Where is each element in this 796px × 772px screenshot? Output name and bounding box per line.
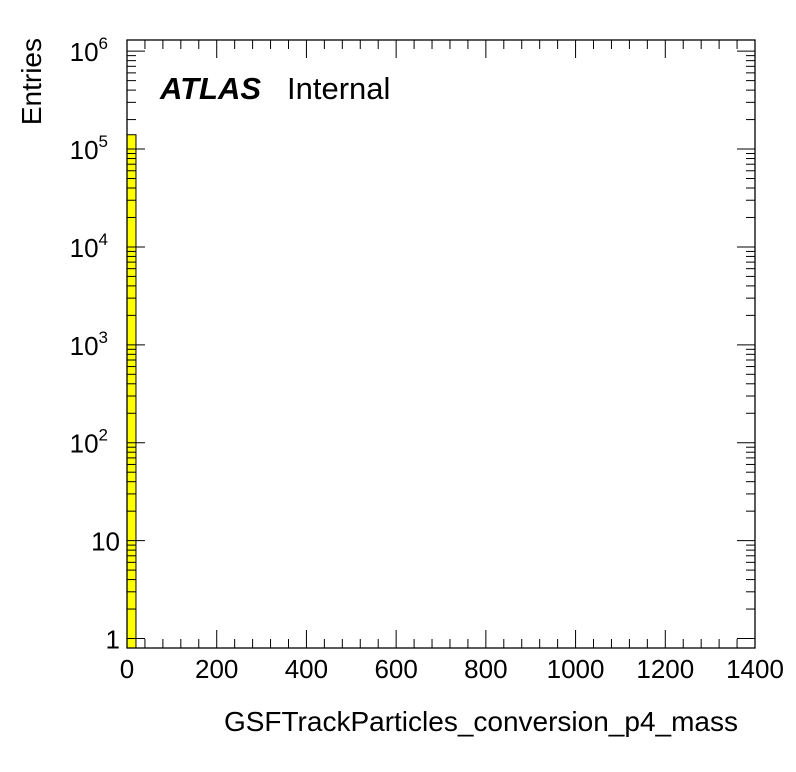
y-tick-label-2: 102 [70, 426, 108, 459]
x-tick-label-3: 600 [374, 654, 417, 684]
x-tick-labels: 0 200 400 600 800 1000 1200 1400 [120, 654, 784, 684]
x-tick-label-0: 0 [120, 654, 134, 684]
y-tick-label-0: 1 [106, 625, 120, 655]
atlas-label: ATLAS [159, 71, 261, 106]
x-tick-label-4: 800 [464, 654, 507, 684]
y-tick-label-1: 10 [91, 527, 120, 557]
y-tick-labels: 1 10 102 103 104 105 106 [70, 34, 120, 654]
x-tick-label-5: 1000 [547, 654, 605, 684]
y-tick-label-6: 106 [70, 34, 108, 67]
plot-frame [126, 39, 756, 649]
x-tick-label-6: 1200 [636, 654, 694, 684]
x-tick-label-1: 200 [195, 654, 238, 684]
y-tick-label-5: 105 [70, 132, 108, 165]
internal-label: Internal [287, 71, 390, 106]
y-tick-label-3: 103 [70, 328, 108, 361]
minor-ticks [127, 40, 755, 648]
x-tick-label-7: 1400 [726, 654, 784, 684]
y-tick-label-4: 104 [70, 230, 108, 263]
histogram-bar-0 [126, 134, 137, 649]
y-axis-label: Entries [16, 38, 47, 125]
histogram-bars [126, 134, 137, 649]
x-tick-label-2: 400 [285, 654, 328, 684]
x-axis-label: GSFTrackParticles_conversion_p4_mass [224, 706, 738, 737]
